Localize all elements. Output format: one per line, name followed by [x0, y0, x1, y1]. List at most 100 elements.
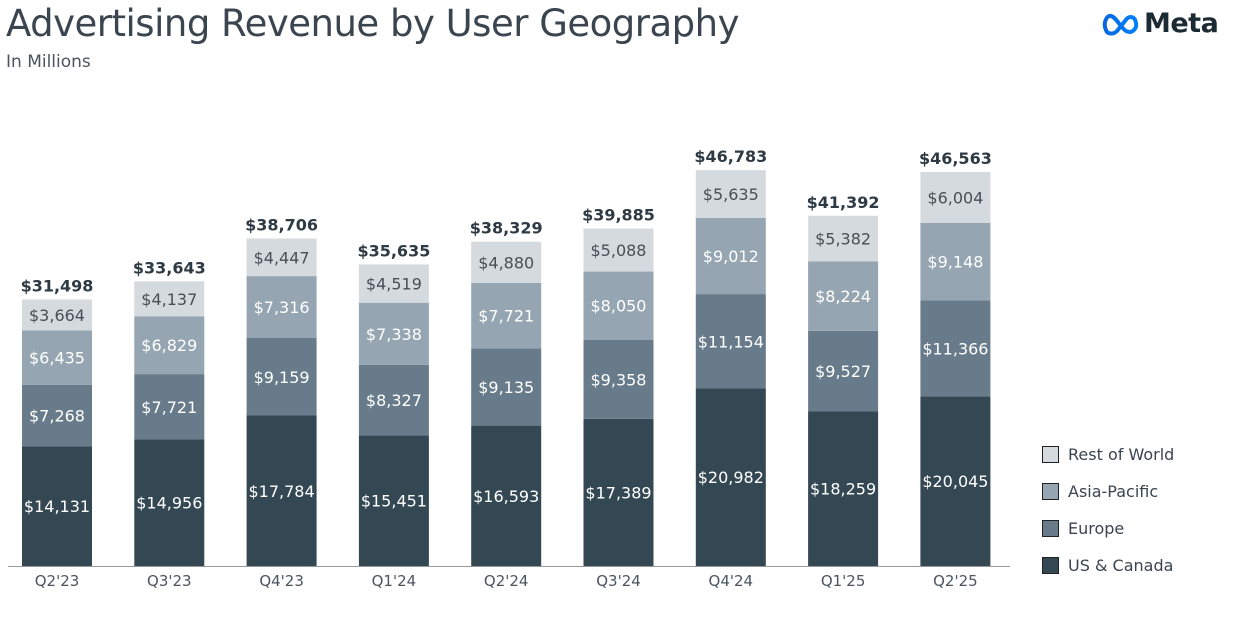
data-label: $7,721: [478, 307, 534, 326]
total-label: $46,783: [694, 147, 767, 166]
total-label: $35,635: [357, 241, 430, 260]
bar-segment-us-canada: [134, 439, 205, 566]
bar-segment-europe: [695, 294, 766, 389]
data-label: $18,259: [810, 480, 876, 499]
bar-segment-us-canada: [471, 425, 542, 566]
data-label: $5,382: [815, 230, 871, 249]
meta-logo-text: Meta: [1144, 8, 1219, 39]
bar-segment-asia-pacific: [471, 282, 542, 349]
legend: Rest of World Asia-Pacific Europe US & Cana…: [1042, 436, 1174, 584]
bar-segment-asia-pacific: [695, 217, 766, 295]
legend-item: Asia-Pacific: [1042, 473, 1174, 510]
data-label: $5,088: [591, 241, 647, 260]
x-tick-label: Q3'23: [147, 572, 192, 590]
data-label: $8,327: [366, 391, 422, 410]
x-tick-label: Q3'24: [596, 572, 641, 590]
data-label: $20,045: [922, 472, 988, 491]
bar-segment-us-canada: [246, 415, 317, 566]
bar-segment-us-canada: [583, 418, 654, 566]
data-label: $11,154: [698, 332, 764, 351]
bar-segment-rest-of-world: [583, 228, 654, 272]
x-tick-label: Q1'25: [821, 572, 866, 590]
data-label: $4,519: [366, 275, 422, 294]
x-tick-label: Q1'24: [372, 572, 417, 590]
bar-segment-asia-pacific: [808, 261, 879, 331]
bar-segment-asia-pacific: [920, 222, 991, 301]
data-label: $7,268: [29, 407, 85, 426]
data-label: $7,316: [254, 298, 310, 317]
chart-subtitle: In Millions: [6, 52, 91, 72]
data-label: $9,148: [927, 253, 983, 272]
bar-segment-europe: [920, 300, 991, 397]
total-label: $38,329: [470, 219, 543, 238]
legend-swatch: [1042, 557, 1059, 574]
bar-segment-europe: [471, 348, 542, 426]
data-label: $8,224: [815, 287, 871, 306]
legend-label: Europe: [1068, 519, 1125, 538]
bar-segment-asia-pacific: [583, 271, 654, 340]
bar-segment-rest-of-world: [920, 172, 991, 223]
meta-infinity-icon: [1102, 13, 1139, 35]
legend-item: US & Canada: [1042, 547, 1174, 584]
bar-segment-asia-pacific: [246, 276, 317, 339]
legend-swatch: [1042, 520, 1059, 537]
data-label: $6,004: [927, 188, 983, 207]
legend-swatch: [1042, 446, 1059, 463]
data-label: $8,050: [591, 297, 647, 316]
data-label: $4,447: [254, 248, 310, 267]
bar-segment-asia-pacific: [358, 302, 429, 365]
bar-segment-us-canada: [22, 446, 92, 566]
chart-title: Advertising Revenue by User Geography: [6, 2, 739, 45]
bar-segment-europe: [583, 339, 654, 419]
data-label: $7,721: [141, 398, 197, 417]
x-tick-label: Q2'23: [35, 572, 80, 590]
data-label: $20,982: [698, 468, 764, 487]
bar-segment-rest-of-world: [134, 281, 205, 317]
data-label: $5,635: [703, 185, 759, 204]
total-label: $41,392: [807, 193, 880, 212]
bar-segment-rest-of-world: [246, 238, 317, 277]
total-label: $33,643: [133, 258, 206, 277]
data-label: $7,338: [366, 325, 422, 344]
bar-segment-us-canada: [808, 411, 879, 566]
legend-label: Asia-Pacific: [1068, 482, 1159, 501]
bar-segment-us-canada: [358, 435, 429, 566]
x-tick-label: Q2'24: [484, 572, 529, 590]
legend-label: US & Canada: [1068, 556, 1174, 575]
x-tick-label: Q4'23: [259, 572, 304, 590]
legend-label: Rest of World: [1068, 445, 1175, 464]
x-tick-label: Q4'24: [709, 572, 754, 590]
legend-item: Europe: [1042, 510, 1174, 547]
bar-segment-europe: [358, 364, 429, 436]
data-label: $4,137: [141, 290, 197, 309]
legend-item: Rest of World: [1042, 436, 1174, 473]
bar-segment-rest-of-world: [695, 170, 766, 218]
bar-segment-rest-of-world: [22, 299, 92, 331]
data-label: $6,829: [141, 336, 197, 355]
bar-segment-asia-pacific: [22, 330, 92, 385]
data-label: $17,389: [585, 483, 651, 502]
total-label: $46,563: [919, 149, 992, 168]
data-label: $16,593: [473, 487, 539, 506]
data-label: $17,784: [249, 482, 315, 501]
data-label: $9,527: [815, 362, 871, 381]
bar-segment-rest-of-world: [471, 241, 542, 283]
data-label: $4,880: [478, 253, 534, 272]
bar-segment-rest-of-world: [808, 215, 879, 262]
data-label: $3,664: [29, 306, 85, 325]
data-label: $9,135: [478, 378, 534, 397]
meta-logo: Meta: [1102, 8, 1219, 39]
total-label: $31,498: [21, 276, 94, 295]
data-label: $6,435: [29, 349, 85, 368]
bar-segment-asia-pacific: [134, 316, 205, 375]
bar-segment-rest-of-world: [358, 264, 429, 303]
total-label: $39,885: [582, 206, 655, 225]
bar-segment-europe: [808, 330, 879, 412]
data-label: $9,012: [703, 247, 759, 266]
data-label: $14,956: [136, 494, 202, 513]
bar-segment-europe: [246, 338, 317, 416]
total-label: $38,706: [245, 215, 318, 234]
data-label: $11,366: [922, 339, 988, 358]
data-label: $9,358: [591, 370, 647, 389]
